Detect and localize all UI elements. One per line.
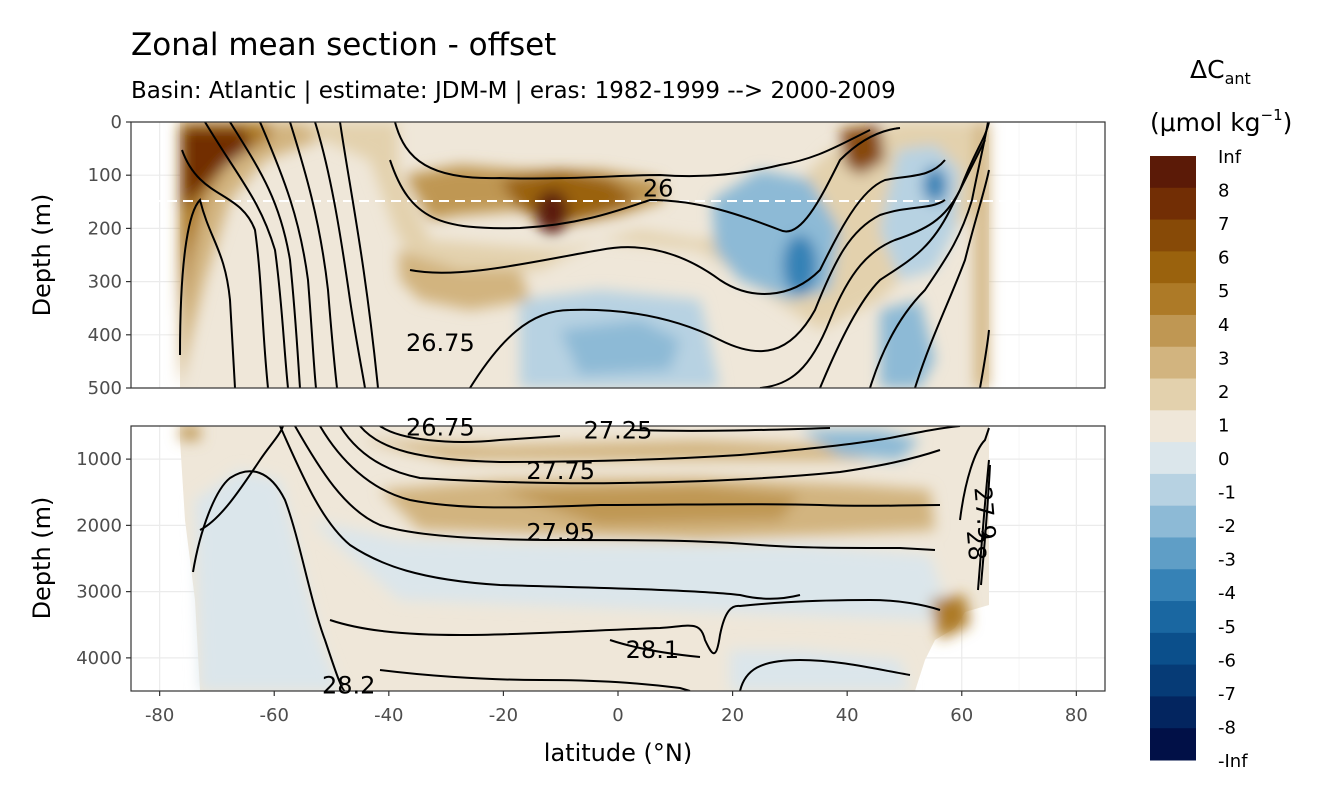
colorbar-swatch: [1150, 632, 1196, 666]
colorbar-label: -4: [1218, 583, 1236, 604]
contour-label: 27.75: [526, 457, 595, 485]
colorbar-label: 1: [1218, 415, 1229, 436]
colorbar-label: 5: [1218, 281, 1229, 302]
lower-y-axis-title: Depth (m): [28, 497, 56, 620]
lower-field-patches: [180, 426, 970, 691]
contour-label: 26: [643, 175, 674, 203]
x-tick-label: 20: [721, 705, 744, 726]
contour-label: 28.2: [322, 672, 375, 700]
y-tick-label: 500: [88, 378, 122, 399]
contour-label: 26.75: [406, 329, 475, 357]
colorbar-label: -7: [1218, 684, 1236, 705]
y-tick-label: 4000: [76, 648, 122, 669]
colorbar-swatch: [1150, 219, 1196, 252]
x-axis-title: latitude (°N): [544, 739, 692, 767]
colorbar-label: -6: [1218, 650, 1236, 671]
upper-y-ticks: 0 100 200 300 400 500: [88, 112, 131, 399]
contour-labels: 26 26.75 26.75 27.25 27.75 27.95 28.1 28.2 2827.…: [322, 175, 1001, 700]
colorbar-swatch: [1150, 696, 1196, 729]
colorbar-swatch: [1150, 569, 1196, 602]
colorbar-swatch: [1150, 314, 1196, 348]
colorbar-label: -1: [1218, 483, 1236, 504]
contour-label: 28.1: [626, 636, 679, 664]
colorbar-swatch: [1150, 442, 1196, 475]
colorbar-label: 8: [1218, 181, 1229, 202]
colorbar-swatch: [1150, 283, 1196, 316]
colorbar-label: Inf: [1218, 147, 1242, 168]
colorbar-label: -8: [1218, 717, 1236, 738]
contour-label: 27.9: [968, 486, 1001, 542]
contour-label: 26.75: [406, 413, 475, 441]
colorbar-label: -5: [1218, 617, 1236, 638]
upper-panel: 0 100 200 300 400 500: [88, 112, 1106, 399]
x-tick-label: 60: [950, 705, 973, 726]
lower-contours: [192, 426, 991, 691]
colorbar-swatch: [1150, 537, 1196, 570]
y-tick-label: 3000: [76, 582, 122, 603]
upper-contours: [179, 122, 990, 388]
x-axis-ticks: -80 -60 -40 -20 0 20 40 60 80: [145, 691, 1088, 726]
colorbar-swatch: [1150, 378, 1196, 411]
contour-label: 27.25: [584, 417, 653, 445]
x-tick-label: -60: [260, 705, 289, 726]
legend-colorbar: Inf 8 7 6 5 4 3 2 1 0 -1 -2 -3 -4 -5 -6 -7 -8 -Inf: [1150, 147, 1248, 772]
colorbar-swatch: [1150, 187, 1196, 221]
legend-title: ΔCant: [1190, 55, 1251, 88]
x-tick-label: -40: [374, 705, 403, 726]
chart-title: Zonal mean section - offset: [131, 27, 556, 63]
upper-y-axis-title: Depth (m): [28, 194, 56, 317]
colorbar-label: 7: [1218, 214, 1229, 235]
y-tick-label: 200: [88, 218, 122, 239]
colorbar-label: 4: [1218, 315, 1229, 336]
lower-panel: 1000 2000 3000 4000: [76, 425, 1106, 692]
y-tick-label: 1000: [76, 449, 122, 470]
lower-panel-field: [180, 426, 991, 691]
colorbar-swatch: [1150, 728, 1196, 761]
colorbar-label: 3: [1218, 348, 1229, 369]
colorbar-swatch: [1150, 346, 1196, 380]
colorbar-swatch: [1150, 156, 1196, 189]
y-tick-label: 100: [88, 165, 122, 186]
x-tick-label: -80: [145, 705, 174, 726]
y-tick-label: 2000: [76, 515, 122, 536]
colorbar-label: -2: [1218, 516, 1236, 537]
colorbar-label: 6: [1218, 248, 1229, 269]
contour-label: 28: [961, 529, 992, 562]
colorbar-swatch: [1150, 473, 1196, 507]
contour-label: 27.95: [526, 519, 595, 547]
colorbar-label: 0: [1218, 449, 1229, 470]
y-tick-label: 0: [111, 112, 122, 133]
x-tick-label: 0: [612, 705, 623, 726]
upper-panel-border: [130, 121, 1106, 389]
upper-panel-field: [151, 122, 1105, 388]
colorbar-swatch: [1150, 601, 1196, 634]
colorbar-swatch: [1150, 505, 1196, 538]
lower-y-ticks: 1000 2000 3000 4000: [76, 449, 131, 669]
legend-units: (μmol kg−1): [1150, 106, 1292, 137]
x-tick-label: -20: [489, 705, 518, 726]
colorbar-swatch: [1150, 251, 1196, 284]
color-legend: ΔCant (μmol kg−1) Inf 8 7 6 5 4 3 2 1 0 -1 -2 -3 -4 -5…: [1150, 55, 1292, 772]
y-tick-label: 300: [88, 272, 122, 293]
colorbar-swatch: [1150, 664, 1196, 697]
colorbar-label: -3: [1218, 550, 1236, 571]
x-tick-label: 40: [836, 705, 859, 726]
chart-subtitle: Basin: Atlantic | estimate: JDM-M | eras…: [131, 78, 896, 104]
colorbar-swatch: [1150, 410, 1196, 443]
colorbar-label: 2: [1218, 382, 1229, 403]
colorbar-label: -Inf: [1218, 751, 1248, 772]
x-tick-label: 80: [1065, 705, 1088, 726]
y-tick-label: 400: [88, 325, 122, 346]
upper-field-patches: [180, 122, 989, 388]
